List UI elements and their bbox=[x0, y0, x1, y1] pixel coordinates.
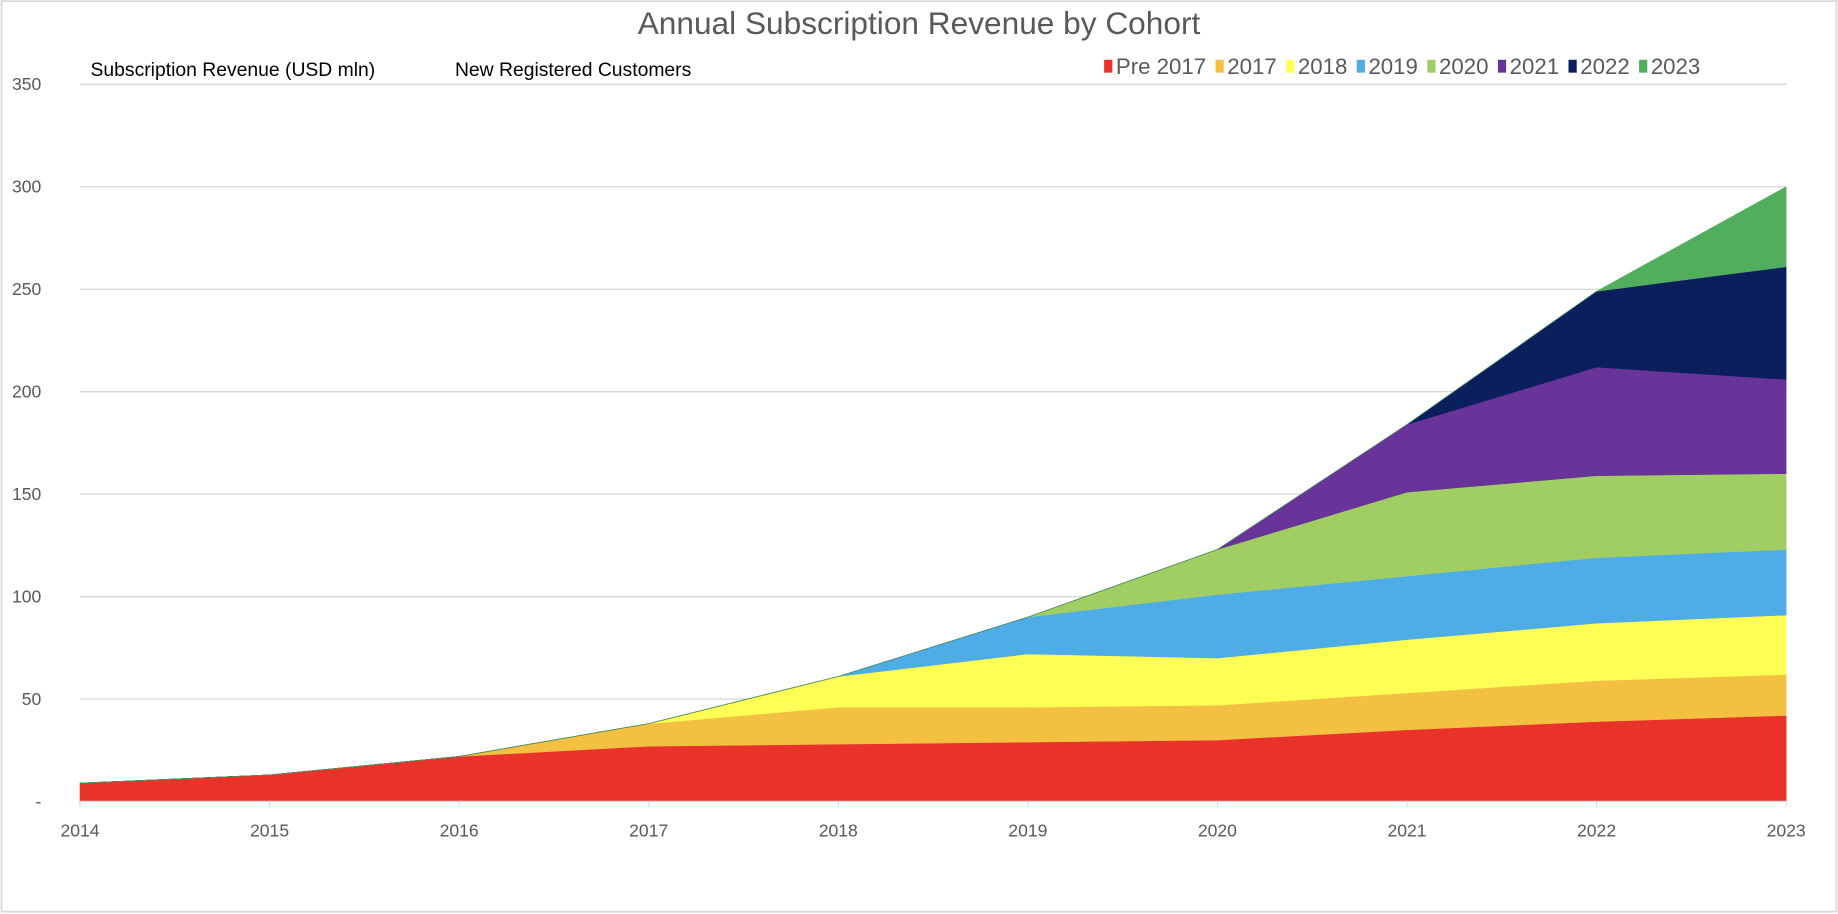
legend-swatch bbox=[1639, 59, 1648, 73]
x-tick-label: 2014 bbox=[60, 821, 99, 841]
legend-label: 2023 bbox=[1651, 54, 1701, 79]
y-tick-label: 100 bbox=[12, 586, 42, 606]
legend-label: 2019 bbox=[1368, 54, 1418, 79]
legend-label: 2022 bbox=[1580, 54, 1630, 79]
legend-label: Pre 2017 bbox=[1116, 54, 1206, 79]
legend-swatch bbox=[1215, 59, 1224, 73]
x-tick-label: 2016 bbox=[440, 821, 479, 841]
y-tick-label: 300 bbox=[12, 177, 42, 197]
legend-swatch bbox=[1104, 59, 1113, 73]
legend-label: 2018 bbox=[1298, 54, 1348, 79]
x-tick-label: 2020 bbox=[1198, 821, 1237, 841]
legend-swatch bbox=[1356, 59, 1365, 73]
legend-swatch bbox=[1286, 59, 1295, 73]
y-tick-label: 50 bbox=[22, 689, 42, 709]
y-tick-label: 200 bbox=[12, 382, 42, 402]
legend-swatch bbox=[1497, 59, 1507, 73]
legend-swatch bbox=[1427, 59, 1436, 73]
legend-label: 2017 bbox=[1227, 54, 1277, 79]
area-series-2023 bbox=[79, 186, 1787, 784]
x-tick-label: 2015 bbox=[250, 821, 289, 841]
x-tick-label: 2018 bbox=[819, 821, 858, 841]
legend-label: 2021 bbox=[1510, 54, 1560, 79]
x-tick-label: 2023 bbox=[1767, 821, 1806, 841]
x-tick-label: 2017 bbox=[629, 821, 668, 841]
x-tick-label: 2022 bbox=[1577, 821, 1616, 841]
x-tick-label: 2021 bbox=[1387, 821, 1426, 841]
chart-title: Annual Subscription Revenue by Cohort bbox=[638, 5, 1201, 41]
y-tick-label: - bbox=[35, 791, 41, 811]
y-tick-label: 150 bbox=[12, 484, 42, 504]
header-label-revenue: Subscription Revenue (USD mln) bbox=[91, 60, 376, 81]
y-tick-label: 250 bbox=[12, 279, 42, 299]
legend-swatch bbox=[1568, 59, 1577, 73]
legend-label: 2020 bbox=[1439, 54, 1489, 79]
header-label-customers: New Registered Customers bbox=[455, 60, 691, 81]
y-tick-label: 350 bbox=[12, 74, 42, 94]
x-tick-label: 2019 bbox=[1008, 821, 1047, 841]
